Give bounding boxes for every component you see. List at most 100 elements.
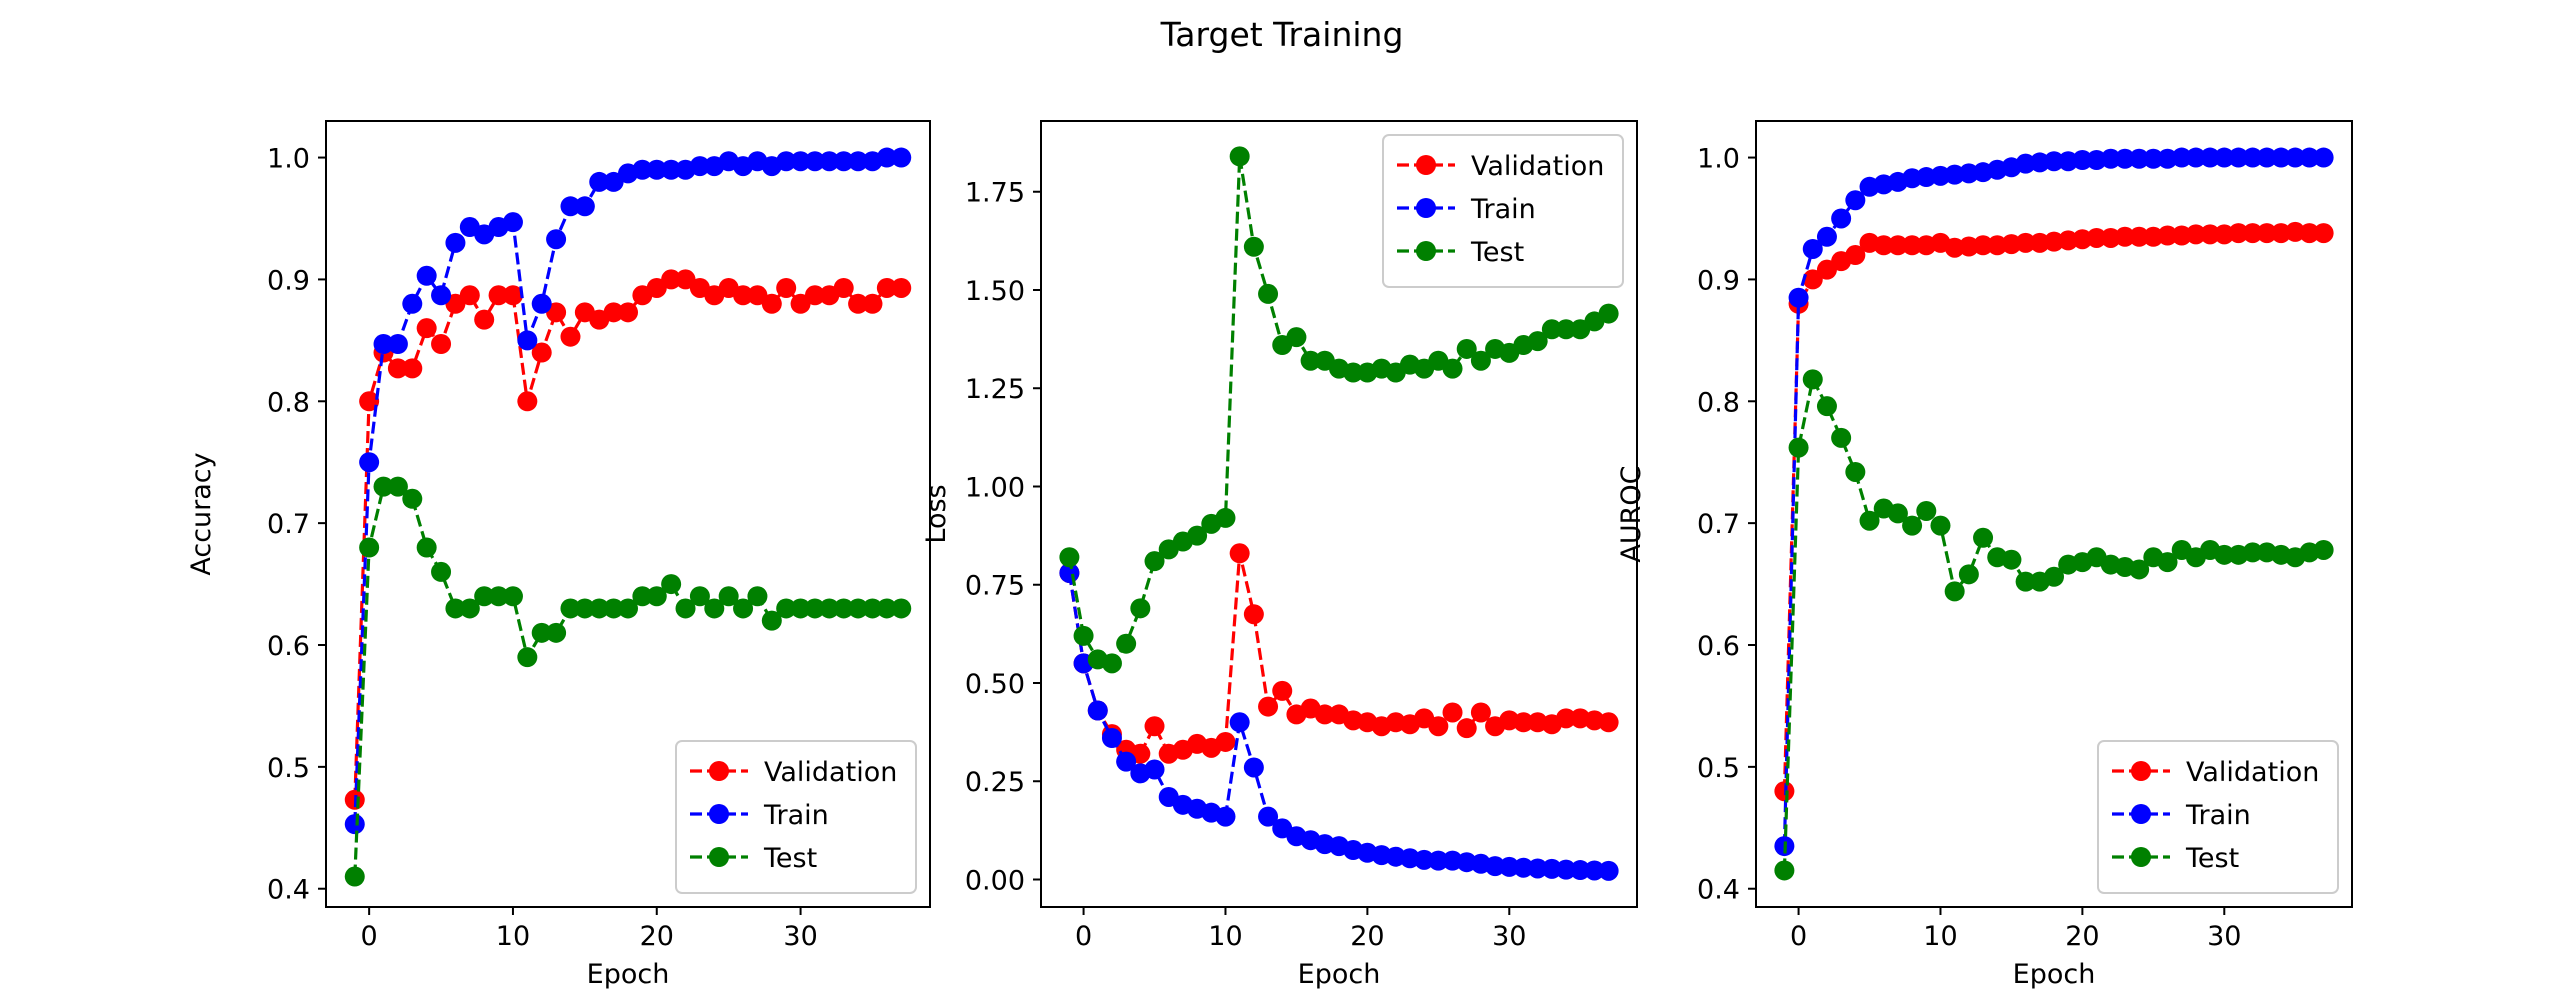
data-point [359,391,380,412]
data-point [574,598,595,619]
series-test [1774,369,2334,881]
data-point [704,598,725,619]
subplot-accuracy: 0 10 20 30 0.4 0.5 0.6 0.7 0.8 0.9 1.0 Epoch Accurac… [186,120,931,990]
data-point [661,574,682,595]
data-point [661,159,682,180]
data-point [1556,319,1577,340]
legend: Validation Train Test [1382,134,1624,288]
data-point [1272,680,1293,701]
data-point [718,586,739,607]
data-point [2072,149,2093,170]
data-point [1470,702,1491,723]
data-point [1774,860,1795,881]
data-point [833,151,854,172]
data-point [891,277,912,298]
data-point [790,598,811,619]
data-point [517,391,538,412]
y-tick-label: 1.0 [267,144,310,175]
data-point [1215,507,1236,528]
data-point [445,598,466,619]
data-point [675,269,696,290]
legend-label: Test [2185,843,2239,874]
series-test [1059,146,1619,674]
data-point [2242,542,2263,563]
legend-label: Validation [2186,757,2319,788]
x-tick-label: 30 [1492,921,1526,952]
data-point [2157,225,2178,246]
data-point [1442,358,1463,379]
data-point [819,151,840,172]
data-point [1887,503,1908,524]
series-validation [1059,543,1619,764]
data-point [1314,704,1335,725]
data-point [359,537,380,558]
legend-box [675,740,917,894]
legend-marker [1416,241,1436,261]
series-test [344,476,912,887]
data-point [445,293,466,314]
y-tick-label: 0.9 [267,265,310,296]
data-point [776,151,797,172]
data-point [574,196,595,217]
data-point [804,151,825,172]
data-point [1059,547,1080,568]
data-point [488,586,509,607]
data-point [2015,232,2036,253]
data-point [848,598,869,619]
data-point [2200,224,2221,245]
series-train [1774,147,2334,857]
legend-marker [709,761,729,781]
y-tick-label: 1.75 [965,178,1025,209]
data-point [1428,716,1449,737]
data-point [2185,224,2206,245]
data-point [2214,147,2235,168]
series-validation [1774,221,2334,802]
data-point [646,159,667,180]
y-tick-label: 0.6 [1697,631,1740,662]
data-point [876,147,897,168]
data-point [1087,700,1108,721]
data-point [1258,806,1279,827]
x-tick-label: 10 [1208,921,1242,952]
subplot-auroc: 0 10 20 30 0.4 0.5 0.6 0.7 0.8 0.9 1.0 Epoch AUROC Va… [1616,120,2353,990]
data-point [1556,708,1577,729]
data-point [1973,527,1994,548]
data-point [2143,148,2164,169]
data-point [546,229,567,250]
data-point [402,293,423,314]
data-point [1116,633,1137,654]
y-tick-label: 1.25 [965,374,1025,405]
x-tick-label: 10 [1923,921,1957,952]
x-axis-label: Epoch [587,959,670,990]
x-tick-label: 30 [783,921,817,952]
data-point [876,277,897,298]
data-point [618,598,638,619]
data-point [1258,283,1279,304]
y-tick-label: 0.9 [1697,265,1740,296]
data-point [359,452,380,473]
data-point [689,156,710,177]
y-tick-label: 0.4 [267,875,310,906]
series-train [344,147,912,835]
data-point [1541,858,1562,879]
data-point [502,212,523,233]
x-tick-label: 20 [640,921,674,952]
data-point [2114,226,2135,247]
data-point [2086,227,2107,248]
data-point [488,285,509,306]
data-point [747,285,768,306]
x-tick-label: 20 [2065,921,2099,952]
legend: Validation Train Test [2097,740,2339,894]
series-train [1059,562,1619,881]
data-point [2200,147,2221,168]
data-point [2171,147,2192,168]
data-point [646,586,667,607]
data-point [387,358,408,379]
data-point [431,334,452,355]
data-point [1258,696,1279,717]
series-line-train [353,156,902,825]
y-tick-label: 0.4 [1697,875,1740,906]
y-tick-label: 0.25 [965,767,1025,798]
data-point [387,334,408,355]
data-point [1831,208,1852,229]
